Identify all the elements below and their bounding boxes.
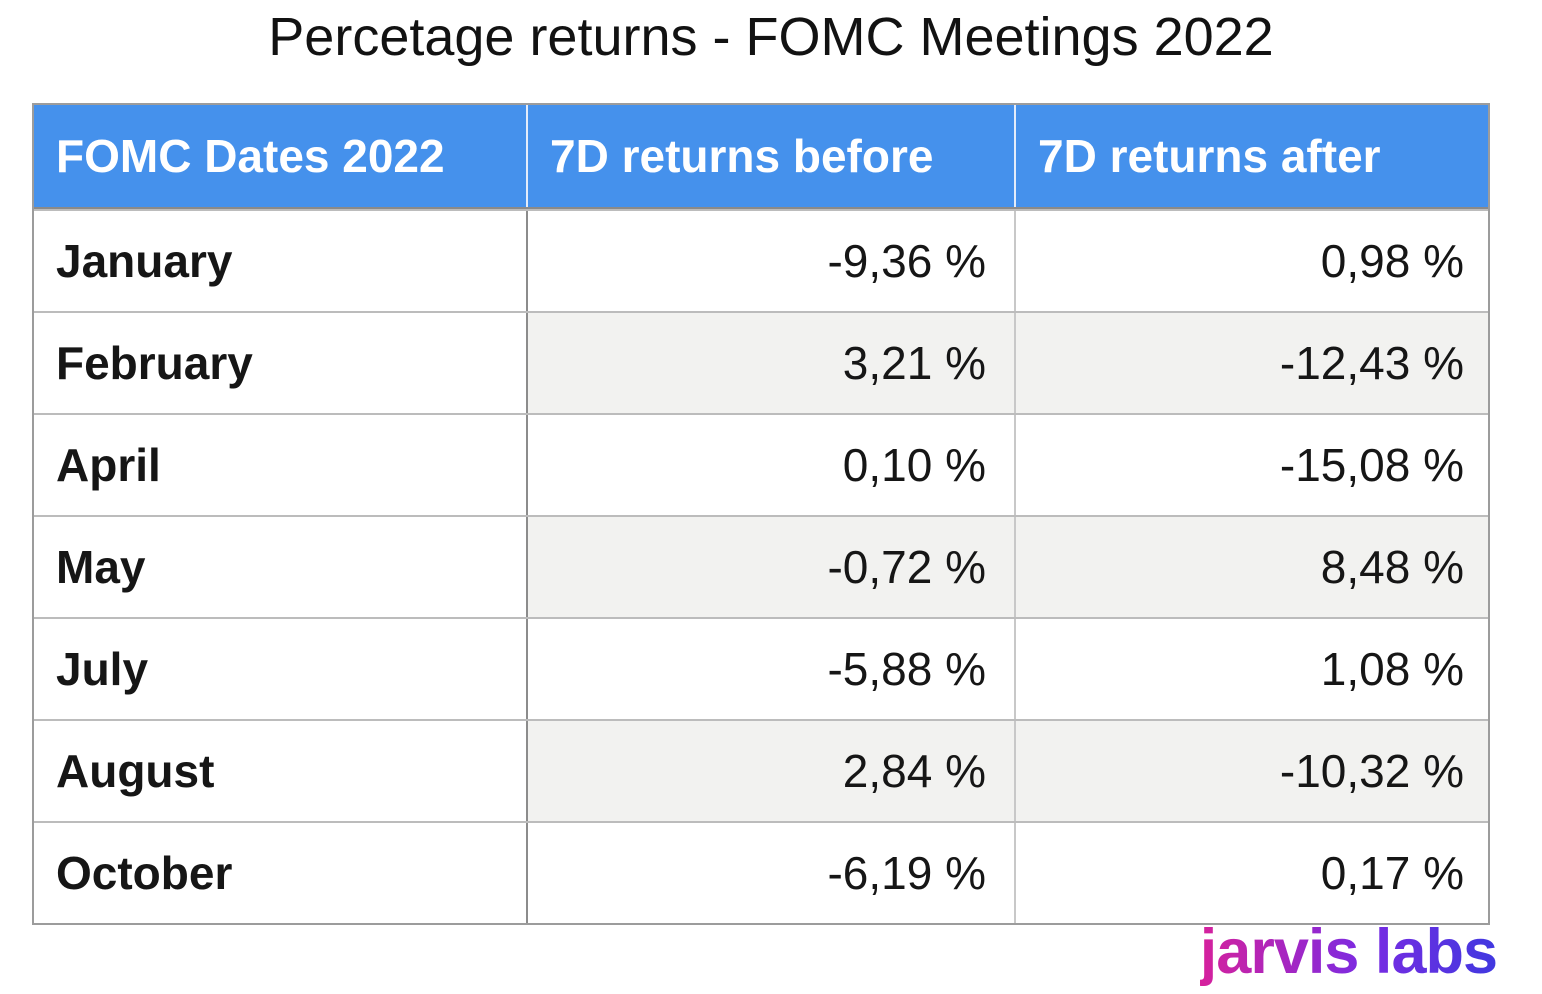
returns-before-cell: 2,84 % <box>526 721 1014 821</box>
returns-after-cell: 0,17 % <box>1014 823 1488 923</box>
table-row: April 0,10 % -15,08 % <box>34 413 1488 515</box>
month-cell: April <box>34 415 526 515</box>
returns-before-cell: -6,19 % <box>526 823 1014 923</box>
month-cell: February <box>34 313 526 413</box>
table-row: August 2,84 % -10,32 % <box>34 719 1488 821</box>
jarvis-labs-logo: jarvis labs <box>1199 917 1498 987</box>
table-row: January -9,36 % 0,98 % <box>34 209 1488 311</box>
month-cell: October <box>34 823 526 923</box>
table-body: January -9,36 % 0,98 % February 3,21 % -… <box>34 209 1488 923</box>
returns-after-cell: -12,43 % <box>1014 313 1488 413</box>
returns-after-cell: -15,08 % <box>1014 415 1488 515</box>
returns-after-cell: -10,32 % <box>1014 721 1488 821</box>
table-row: October -6,19 % 0,17 % <box>34 821 1488 923</box>
chart-title: Percetage returns - FOMC Meetings 2022 <box>268 7 1274 67</box>
month-cell: January <box>34 211 526 311</box>
returns-before-cell: 0,10 % <box>526 415 1014 515</box>
returns-before-cell: 3,21 % <box>526 313 1014 413</box>
month-cell: August <box>34 721 526 821</box>
returns-after-cell: 1,08 % <box>1014 619 1488 719</box>
table-header-row: FOMC Dates 2022 7D returns before 7D ret… <box>34 105 1488 209</box>
returns-before-cell: -9,36 % <box>526 211 1014 311</box>
header-fomc-dates: FOMC Dates 2022 <box>56 130 445 182</box>
header-returns-after: 7D returns after <box>1014 105 1488 207</box>
returns-table: FOMC Dates 2022 7D returns before 7D ret… <box>32 103 1490 925</box>
table-row: February 3,21 % -12,43 % <box>34 311 1488 413</box>
returns-before-cell: -5,88 % <box>526 619 1014 719</box>
returns-after-cell: 0,98 % <box>1014 211 1488 311</box>
month-cell: May <box>34 517 526 617</box>
table-row: May -0,72 % 8,48 % <box>34 515 1488 617</box>
header-returns-before: 7D returns before <box>526 105 1014 207</box>
month-cell: July <box>34 619 526 719</box>
returns-after-cell: 8,48 % <box>1014 517 1488 617</box>
table-row: July -5,88 % 1,08 % <box>34 617 1488 719</box>
returns-before-cell: -0,72 % <box>526 517 1014 617</box>
